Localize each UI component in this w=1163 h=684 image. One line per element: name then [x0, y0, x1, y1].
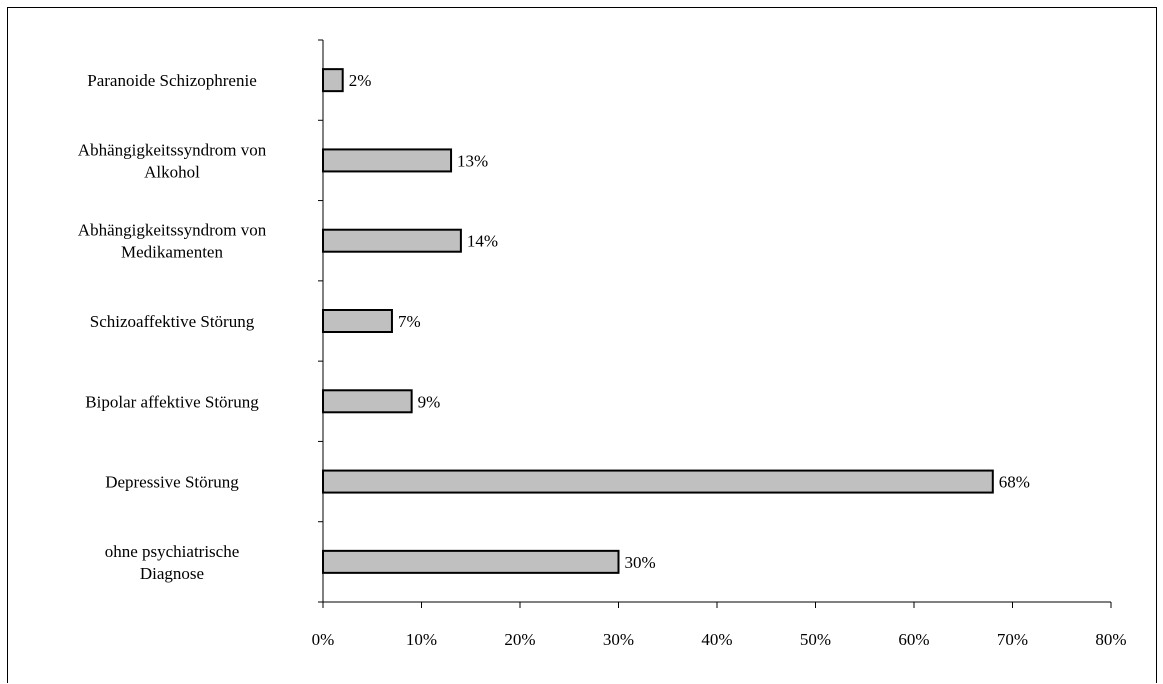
- category-label: Depressive Störung: [105, 473, 239, 492]
- category-label-line: Bipolar affektive Störung: [85, 392, 259, 411]
- data-label: 14%: [467, 232, 498, 251]
- bar[interactable]: [322, 469, 994, 494]
- data-label: 13%: [457, 151, 488, 170]
- x-tick-label: 20%: [504, 630, 535, 649]
- category-label-line: Medikamenten: [121, 243, 223, 262]
- x-tick-label: 70%: [997, 630, 1028, 649]
- x-tick-label: 50%: [800, 630, 831, 649]
- category-label-line: Alkohol: [144, 162, 200, 181]
- data-label: 30%: [625, 553, 656, 572]
- bar[interactable]: [322, 148, 453, 173]
- x-tick-label: 80%: [1095, 630, 1126, 649]
- bar[interactable]: [322, 549, 620, 574]
- category-label-line: Diagnose: [140, 564, 204, 583]
- category-label: ohne psychiatrische Diagnose: [105, 542, 240, 583]
- x-tick-label: 40%: [701, 630, 732, 649]
- category-label-line: Paranoide Schizophrenie: [87, 71, 256, 90]
- category-label-line: Schizoaffektive Störung: [90, 312, 255, 331]
- data-label: 2%: [349, 71, 372, 90]
- bar[interactable]: [322, 228, 462, 253]
- bar[interactable]: [322, 309, 393, 333]
- category-label: Bipolar affektive Störung: [85, 392, 259, 411]
- category-label: Paranoide Schizophrenie: [87, 71, 256, 90]
- category-label-line: Depressive Störung: [105, 473, 239, 492]
- x-tick-label: 60%: [898, 630, 929, 649]
- category-label-line: Abhängigkeitssyndrom von: [78, 221, 267, 240]
- category-label: Abhängigkeitssyndrom von Medikamenten: [78, 221, 267, 262]
- x-tick-label: 10%: [406, 630, 437, 649]
- data-label: 68%: [999, 473, 1030, 492]
- data-label: 7%: [398, 312, 421, 331]
- category-label: Schizoaffektive Störung: [90, 312, 255, 331]
- x-tick-label: 0%: [312, 630, 335, 649]
- category-label-line: Abhängigkeitssyndrom von: [78, 140, 267, 159]
- category-label: Abhängigkeitssyndrom von Alkohol: [78, 140, 267, 181]
- bar[interactable]: [322, 68, 344, 93]
- category-label-line: ohne psychiatrische: [105, 542, 240, 561]
- bar[interactable]: [322, 389, 413, 414]
- data-label: 9%: [418, 392, 441, 411]
- chart-frame: [7, 7, 1157, 683]
- x-tick-label: 30%: [603, 630, 634, 649]
